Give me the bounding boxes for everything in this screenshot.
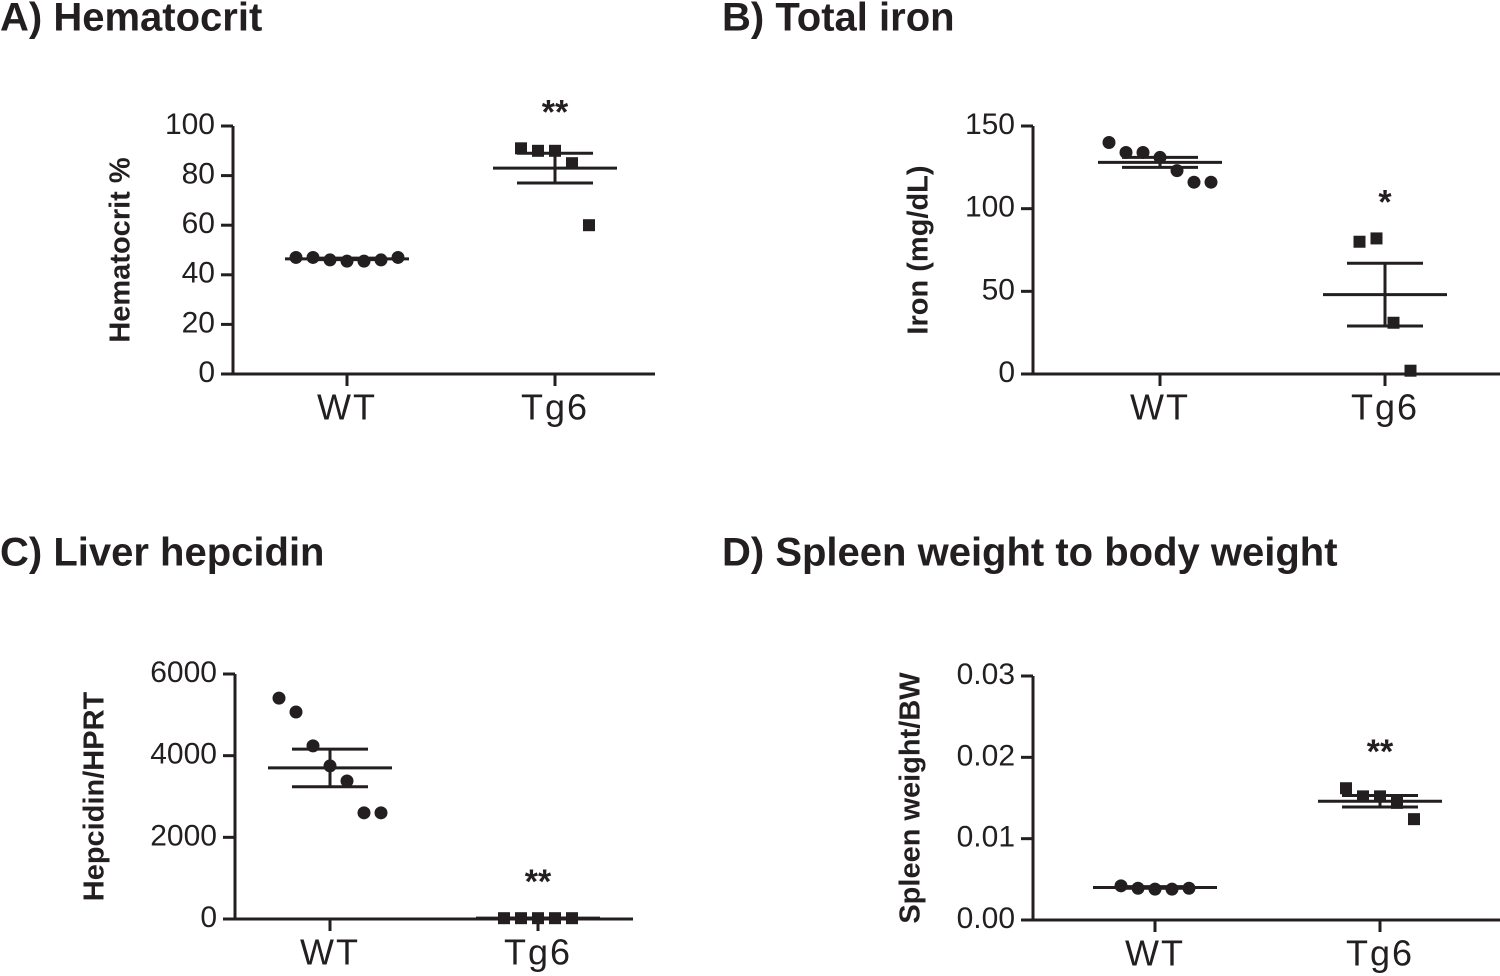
- y-tick-label: 0: [998, 356, 1015, 389]
- y-tick-label: 0.02: [957, 739, 1015, 772]
- x-tick-label: WT: [300, 932, 360, 973]
- panel-title: A) Hematocrit: [0, 0, 262, 40]
- data-point: [289, 705, 303, 719]
- significance-label: **: [542, 93, 569, 131]
- data-point: [1353, 235, 1366, 248]
- y-tick-label: 80: [182, 158, 215, 191]
- y-tick-label: 20: [182, 306, 215, 339]
- panel-title: B) Total iron: [722, 0, 955, 40]
- data-point: [1340, 782, 1352, 795]
- data-point: [272, 691, 286, 705]
- data-point: [583, 219, 595, 232]
- panel-title: D) Spleen weight to body weight: [722, 531, 1338, 575]
- y-tick-label: 0.01: [957, 821, 1015, 854]
- x-tick-label: WT: [1125, 933, 1185, 974]
- data-point: [1408, 813, 1420, 826]
- x-tick-label: Tg6: [1351, 387, 1419, 428]
- data-point: [1404, 364, 1417, 377]
- data-point: [566, 157, 578, 170]
- y-tick-label: 0: [198, 356, 215, 389]
- data-point: [340, 774, 354, 788]
- x-tick-label: Tg6: [521, 387, 589, 428]
- y-tick-label: 100: [165, 108, 215, 141]
- x-tick-label: Tg6: [1346, 933, 1414, 974]
- data-point: [1187, 175, 1201, 189]
- data-point: [532, 144, 544, 157]
- y-tick-label: 0: [200, 901, 217, 934]
- data-point: [1370, 232, 1383, 245]
- y-axis-label: Hepcidin/HPRT: [79, 691, 111, 901]
- y-tick-label: 4000: [150, 738, 217, 771]
- data-point: [515, 142, 527, 155]
- panel-title: C) Liver hepcidin: [0, 531, 325, 575]
- y-tick-label: 60: [182, 207, 215, 240]
- x-tick-label: WT: [1130, 387, 1190, 428]
- data-point: [374, 806, 388, 820]
- y-tick-label: 100: [965, 191, 1015, 224]
- y-tick-label: 2000: [150, 819, 217, 852]
- significance-label: **: [525, 863, 552, 901]
- significance-label: **: [1367, 733, 1394, 771]
- y-tick-label: 150: [965, 108, 1015, 141]
- x-tick-label: Tg6: [504, 932, 572, 973]
- y-tick-label: 6000: [150, 656, 217, 689]
- data-point: [1136, 145, 1150, 159]
- y-tick-label: 0.03: [957, 658, 1015, 691]
- y-axis-label: Hematocrit %: [105, 157, 137, 343]
- y-tick-label: 40: [182, 257, 215, 290]
- data-point: [1102, 136, 1116, 150]
- y-axis-label: Spleen weight/BW: [895, 672, 927, 924]
- data-point: [1204, 175, 1218, 189]
- y-axis-label: Iron (mg/dL): [903, 165, 935, 334]
- data-point: [357, 806, 371, 820]
- y-tick-label: 0.00: [957, 902, 1015, 935]
- y-tick-label: 50: [982, 273, 1015, 306]
- x-tick-label: WT: [317, 387, 377, 428]
- data-point: [1119, 145, 1133, 159]
- significance-label: *: [1378, 183, 1392, 221]
